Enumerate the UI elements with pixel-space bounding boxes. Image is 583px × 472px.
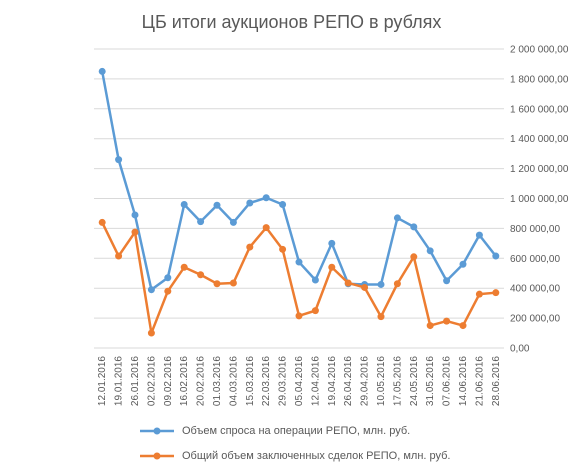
y-tick-label: 800 000,00 [510, 224, 560, 235]
data-point [98, 218, 106, 226]
y-tick-label: 400 000,00 [510, 284, 560, 295]
data-point [213, 280, 221, 288]
data-point [328, 239, 336, 247]
x-tick-label: 31.05.2016 [425, 356, 436, 406]
y-axis-tick-labels: 0,00 200 000,00 400 000,00 600 000,00 800 00… [510, 45, 569, 355]
x-tick-label: 04.03.2016 [228, 356, 239, 406]
x-tick-label: 24.05.2016 [409, 356, 420, 406]
data-point [459, 322, 467, 330]
data-point [147, 286, 155, 294]
y-tick-label: 1 200 000,00 [510, 164, 569, 175]
x-tick-label: 26.04.2016 [343, 356, 354, 406]
data-point [492, 289, 500, 297]
data-point [410, 253, 418, 261]
y-tick-label: 600 000,00 [510, 254, 560, 265]
y-tick-label: 0,00 [510, 344, 530, 355]
x-tick-label: 05.04.2016 [294, 356, 305, 406]
data-point [393, 280, 401, 288]
x-tick-label: 22.03.2016 [261, 356, 272, 406]
x-tick-label: 15.03.2016 [245, 356, 256, 406]
data-point [492, 252, 500, 260]
data-point [262, 194, 270, 202]
x-tick-label: 16.02.2016 [179, 356, 190, 406]
legend-marker-demand [140, 427, 174, 435]
data-point [180, 200, 188, 208]
data-point [197, 271, 205, 279]
x-tick-label: 19.01.2016 [114, 356, 125, 406]
y-tick-label: 1 800 000,00 [510, 74, 569, 85]
x-tick-label: 01.03.2016 [212, 356, 223, 406]
grid-lines [94, 48, 504, 349]
x-tick-label: 29.04.2016 [360, 356, 371, 406]
legend-label-deals: Общий объем заключенных сделок РЕПО, млн… [182, 450, 451, 462]
data-point [377, 280, 385, 288]
y-tick-label: 1 000 000,00 [510, 194, 569, 205]
data-point [475, 290, 483, 298]
data-point [98, 67, 106, 75]
data-point [377, 313, 385, 321]
data-point [361, 283, 369, 291]
x-tick-label: 19.04.2016 [327, 356, 338, 406]
legend-label-demand: Объем спроса на операции РЕПО, млн. руб. [182, 425, 411, 437]
data-point [229, 279, 237, 287]
data-point [229, 218, 237, 226]
x-tick-label: 20.02.2016 [196, 356, 207, 406]
data-point [115, 156, 123, 164]
x-tick-label: 14.06.2016 [458, 356, 469, 406]
data-point [131, 211, 139, 219]
data-point [213, 201, 221, 209]
data-point [426, 247, 434, 255]
data-point [311, 276, 319, 284]
y-tick-label: 200 000,00 [510, 314, 560, 325]
data-point [295, 312, 303, 320]
legend-entry-deals: Общий объем заключенных сделок РЕПО, млн… [140, 449, 451, 463]
chart-title: ЦБ итоги аукционов РЕПО в рублях [141, 12, 442, 32]
x-tick-label: 07.06.2016 [442, 356, 453, 406]
series-group [98, 67, 500, 337]
x-tick-label: 17.05.2016 [392, 356, 403, 406]
y-tick-label: 1 600 000,00 [510, 104, 569, 115]
data-point [311, 307, 319, 315]
x-tick-label: 10.05.2016 [376, 356, 387, 406]
legend-entry-demand: Объем спроса на операции РЕПО, млн. руб. [140, 424, 410, 438]
data-point [443, 277, 451, 285]
data-point [426, 322, 434, 330]
data-point [344, 279, 352, 287]
data-point [131, 228, 139, 236]
x-tick-label: 09.02.2016 [163, 356, 174, 406]
data-point [295, 258, 303, 266]
data-point [246, 199, 254, 207]
data-point [115, 252, 123, 260]
series-0 [98, 67, 500, 294]
data-point [164, 274, 172, 282]
x-tick-label: 12.04.2016 [310, 356, 321, 406]
series-1 [98, 218, 500, 337]
y-tick-label: 2 000 000,00 [510, 45, 569, 56]
data-point [279, 200, 287, 208]
x-axis-tick-labels: 12.01.2016 19.01.2016 26.01.2016 02.02.2016… [97, 356, 502, 406]
series-line [100, 71, 497, 291]
data-point [459, 260, 467, 268]
data-point [279, 245, 287, 253]
x-tick-label: 02.02.2016 [146, 356, 157, 406]
y-tick-label: 1 400 000,00 [510, 134, 569, 145]
x-tick-label: 21.06.2016 [474, 356, 485, 406]
data-point [262, 224, 270, 232]
data-point [393, 214, 401, 222]
data-point [328, 263, 336, 271]
data-point [197, 218, 205, 226]
x-tick-label: 29.03.2016 [278, 356, 289, 406]
data-point [147, 329, 155, 337]
data-point [410, 223, 418, 231]
x-tick-label: 26.01.2016 [130, 356, 141, 406]
x-tick-label: 28.06.2016 [491, 356, 502, 406]
x-tick-label: 12.01.2016 [97, 356, 108, 406]
data-point [180, 263, 188, 271]
legend-marker-deals [140, 452, 174, 460]
data-point [475, 231, 483, 239]
data-point [246, 243, 254, 251]
data-point [443, 317, 451, 325]
data-point [164, 287, 172, 295]
